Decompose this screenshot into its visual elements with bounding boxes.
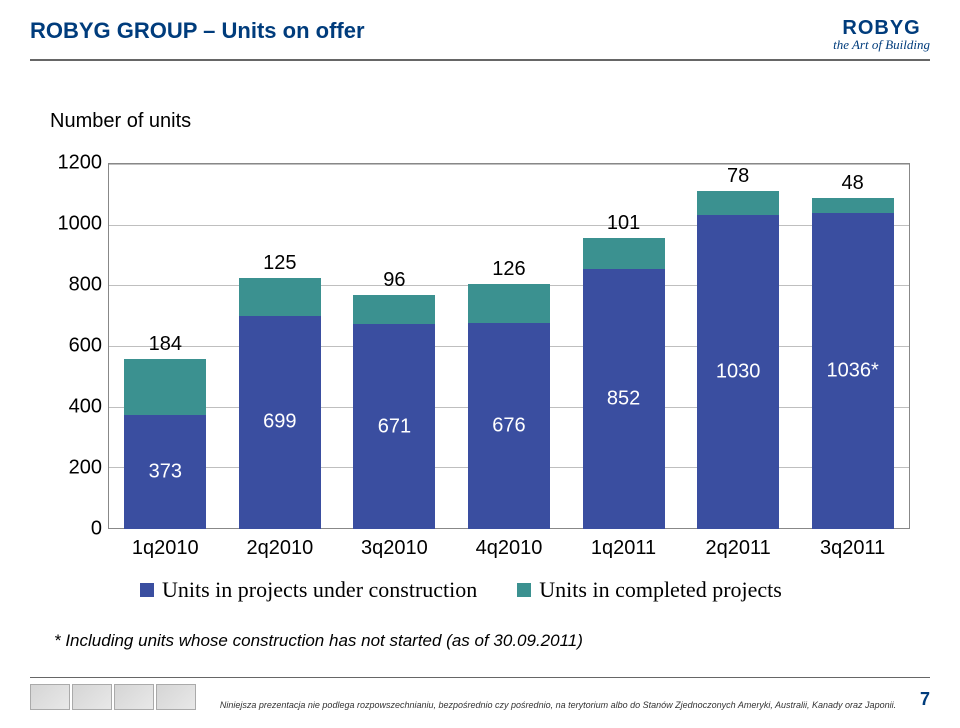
bar-value-label: 96 <box>353 269 435 292</box>
footer-disclaimer: Niniejsza prezentacja nie podlega rozpow… <box>196 700 920 710</box>
x-tick: 2q2010 <box>239 529 321 567</box>
y-axis: 020040060080010001200 <box>50 163 108 529</box>
bar-segment-completed: 96 <box>353 295 435 324</box>
chart-container: Number of units 0 200 400 600 800 1000 1200 18… <box>50 110 910 651</box>
x-tick: 1q2011 <box>583 529 665 567</box>
bar-segment-completed: 101 <box>583 238 665 269</box>
page-footer: Niniejsza prezentacja nie podlega rozpow… <box>30 677 930 710</box>
bar-group: 96 671 <box>353 163 435 529</box>
bar-value-label: 373 <box>124 461 206 484</box>
bar-value-label: 852 <box>583 388 665 411</box>
bar-segment-completed: 78 <box>697 191 779 215</box>
bar-value-label: 126 <box>468 258 550 281</box>
bar-value-label: 125 <box>239 252 321 275</box>
bar-group: 48 1036* <box>812 163 894 529</box>
legend-item-construction: Units in projects under construction <box>140 577 477 603</box>
legend-label: Units in projects under construction <box>162 577 477 603</box>
bar-segment-construction: 1036* <box>812 213 894 529</box>
logo-text: ROBYG <box>833 18 930 38</box>
bar-segment-construction: 373 <box>124 415 206 529</box>
thumbnail <box>30 684 70 710</box>
bar-value-label: 676 <box>468 414 550 437</box>
page-number: 7 <box>920 689 930 710</box>
bar-segment-completed: 184 <box>124 359 206 415</box>
chart-legend: Units in projects under construction Uni… <box>140 577 910 603</box>
x-tick: 3q2010 <box>353 529 435 567</box>
footer-thumbnails <box>30 684 196 710</box>
x-axis: 1q2010 2q2010 3q2010 4q2010 1q2011 2q2011 3q20… <box>108 529 910 567</box>
y-tick: 800 <box>69 274 102 297</box>
x-tick: 2q2011 <box>697 529 779 567</box>
y-tick: 1200 <box>58 152 103 175</box>
bar-value-label: 671 <box>353 415 435 438</box>
bar-group: 78 1030 <box>697 163 779 529</box>
legend-swatch <box>140 583 154 597</box>
bar-segment-construction: 852 <box>583 269 665 529</box>
y-tick: 0 <box>91 518 102 541</box>
y-tick: 200 <box>69 457 102 480</box>
legend-swatch <box>517 583 531 597</box>
page-title: ROBYG GROUP – Units on offer <box>30 18 365 44</box>
bar-segment-completed: 48 <box>812 198 894 213</box>
bar-group: 125 699 <box>239 163 321 529</box>
bar-value-label: 78 <box>697 165 779 188</box>
bar-group: 184 373 <box>124 163 206 529</box>
bar-group: 101 852 <box>583 163 665 529</box>
x-tick: 4q2010 <box>468 529 550 567</box>
divider <box>30 59 930 61</box>
thumbnail <box>72 684 112 710</box>
bar-value-label: 184 <box>124 333 206 356</box>
bar-value-label: 48 <box>812 172 894 195</box>
bar-value-label: 1036* <box>812 360 894 383</box>
logo-tagline: the Art of Building <box>833 38 930 51</box>
bar-value-label: 699 <box>239 411 321 434</box>
legend-item-completed: Units in completed projects <box>517 577 782 603</box>
bar-group: 126 676 <box>468 163 550 529</box>
x-tick: 1q2010 <box>124 529 206 567</box>
thumbnail <box>114 684 154 710</box>
y-axis-label: Number of units <box>50 110 910 133</box>
legend-label: Units in completed projects <box>539 577 782 603</box>
thumbnail <box>156 684 196 710</box>
x-tick: 3q2011 <box>812 529 894 567</box>
y-tick: 400 <box>69 396 102 419</box>
chart-plot: 020040060080010001200 184373125699966711… <box>50 137 910 567</box>
bar-segment-construction: 699 <box>239 316 321 529</box>
bar-segment-construction: 671 <box>353 324 435 529</box>
bar-segment-construction: 676 <box>468 323 550 529</box>
footer-divider <box>30 677 930 678</box>
bar-segment-completed: 125 <box>239 278 321 316</box>
y-tick: 1000 <box>58 213 103 236</box>
bar-segment-completed: 126 <box>468 284 550 322</box>
bar-segment-construction: 1030 <box>697 215 779 529</box>
brand-logo: ROBYG the Art of Building <box>833 18 930 51</box>
chart-bars: 184 373 125 699 96 671 126 676 101 852 78 1030 48 103… <box>108 163 910 529</box>
bar-value-label: 1030 <box>697 360 779 383</box>
y-tick: 600 <box>69 335 102 358</box>
chart-footnote: * Including units whose construction has… <box>54 631 910 651</box>
bar-value-label: 101 <box>583 212 665 235</box>
